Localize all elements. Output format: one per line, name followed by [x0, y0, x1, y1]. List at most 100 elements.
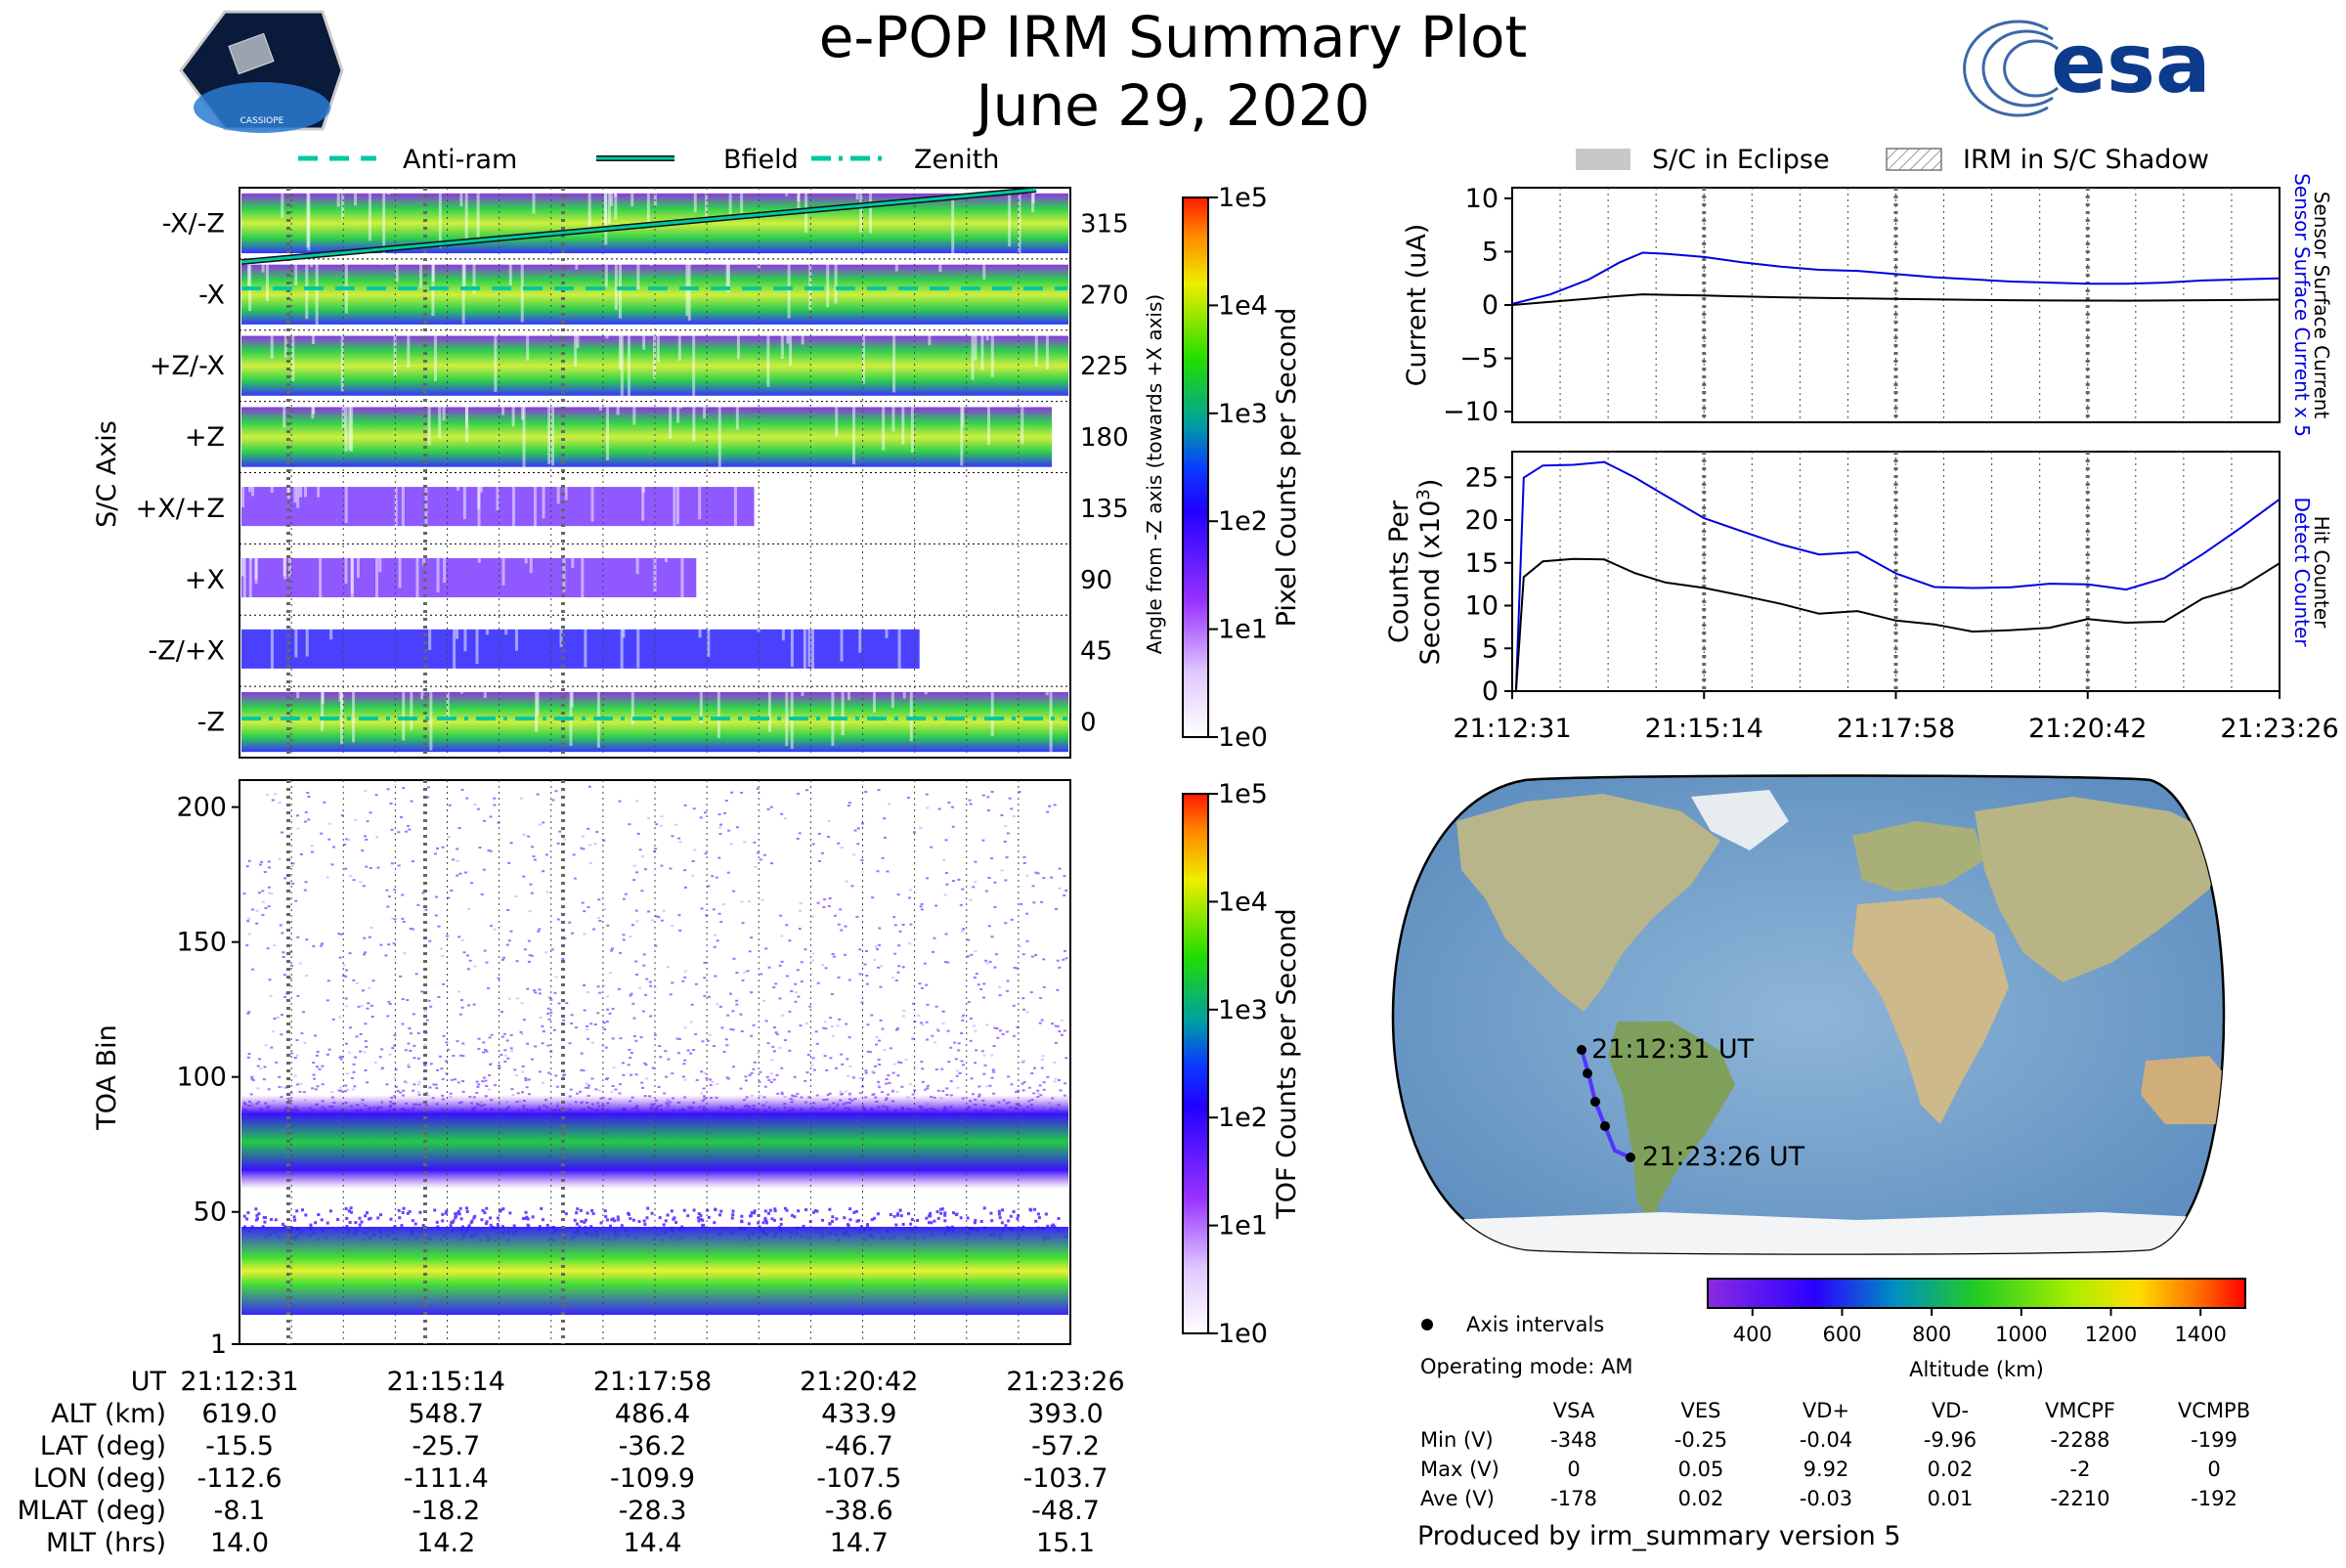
toa-speckle-dot — [551, 799, 554, 801]
toa-speckle-dot — [524, 1077, 527, 1079]
sc-row-gap — [606, 405, 609, 460]
toa-speckle-dot — [695, 983, 698, 985]
toa-speckle-dot — [812, 1057, 815, 1059]
ephemeris-value: -38.6 — [825, 1496, 893, 1526]
toa-speckle-dot — [998, 986, 1001, 988]
toa-speckle-dot — [326, 877, 329, 879]
toa-speckle-dot — [273, 1018, 276, 1020]
toa-speckle-dot — [523, 1019, 526, 1021]
toa-speckle-dot — [569, 1042, 572, 1044]
counts-ylabel-2: Second (x103) — [1413, 479, 1447, 666]
toa-speckle-dot — [1022, 1009, 1025, 1011]
sc-row-gap — [345, 476, 348, 523]
toa-gap-dot — [909, 1223, 912, 1226]
cassiope-logo: CASSIOPE — [181, 12, 342, 133]
toa-speckle-dot — [368, 987, 370, 989]
toa-speckle-dot — [835, 1067, 838, 1069]
ephemeris-value: -112.6 — [196, 1463, 282, 1494]
toa-speckle-dot — [905, 1059, 908, 1061]
toa-gap-dot — [358, 1217, 361, 1220]
sc-row-gap — [588, 192, 591, 227]
xtick-label: 21:23:26 — [2220, 714, 2338, 744]
voltage-row-label: Ave (V) — [1420, 1487, 1495, 1510]
toa-gap-dot — [293, 1215, 296, 1218]
sc-row-gap — [283, 476, 286, 485]
toa-speckle-dot — [884, 837, 887, 839]
toa-speckle-dot — [548, 1019, 551, 1021]
toa-speckle-dot — [845, 1090, 847, 1092]
toa-speckle-dot — [1014, 967, 1017, 969]
legend-bfield: Bfield — [723, 145, 799, 175]
toa-gap-dot — [955, 1213, 958, 1216]
toa-speckle-dot — [614, 1088, 617, 1090]
sc-row-gap — [791, 619, 794, 667]
toa-speckle-dot — [1055, 908, 1058, 910]
ephemeris-value: -111.4 — [404, 1463, 489, 1494]
cassiope-logo-text: CASSIOPE — [240, 116, 284, 126]
toa-speckle-dot — [349, 875, 352, 877]
toa-speckle-dot — [610, 950, 613, 952]
legend-zenith: Zenith — [914, 145, 999, 175]
toa-speckle-dot — [547, 1008, 550, 1010]
sc-row-gap — [599, 405, 602, 411]
toa-gap-dot — [967, 1216, 970, 1219]
toa-speckle-dot — [619, 801, 622, 803]
toa-speckle-dot — [725, 1038, 728, 1040]
toa-speckle-dot — [364, 1051, 367, 1053]
toa-speckle-dot — [704, 1072, 707, 1074]
toa-speckle-dot — [379, 1056, 382, 1058]
toa-speckle-dot — [908, 942, 911, 944]
toa-speckle-dot — [740, 900, 743, 902]
sc-row-gap — [980, 333, 983, 370]
toa-speckle-dot — [713, 908, 716, 910]
toa-gap-dot — [592, 1212, 595, 1215]
sc-row-gap — [352, 690, 355, 743]
toa-speckle-dot — [281, 932, 283, 934]
toa-speckle-dot — [435, 1087, 438, 1089]
toa-speckle-dot — [786, 975, 789, 977]
toa-speckle-dot — [282, 956, 285, 958]
toa-gap-dot — [828, 1222, 831, 1225]
toa-speckle-dot — [926, 1022, 929, 1024]
toa-speckle-dot — [1002, 1033, 1005, 1035]
toa-speckle-dot — [331, 863, 334, 865]
toa-speckle-dot — [828, 905, 831, 907]
toa-gap-dot — [815, 1210, 818, 1213]
altitude-tick-label: 1000 — [1995, 1323, 2047, 1346]
toa-speckle-dot — [877, 967, 880, 969]
toa-speckle-dot — [494, 929, 497, 931]
toa-speckle-dot — [546, 1013, 549, 1015]
toa-speckle-dot — [501, 959, 504, 961]
sc-row-gap — [676, 405, 679, 422]
toa-speckle-dot — [854, 830, 857, 832]
toa-speckle-dot — [346, 1072, 349, 1074]
toa-speckle-dot — [283, 996, 286, 998]
toa-gap-dot — [767, 1212, 770, 1215]
sc-row-gap — [961, 405, 964, 427]
toa-speckle-dot — [993, 1027, 996, 1029]
toa-speckle-dot — [970, 1040, 973, 1042]
toa-speckle-dot — [273, 944, 276, 946]
toa-speckle-dot — [563, 1073, 566, 1075]
toa-speckle-dot — [461, 1007, 464, 1009]
toa-speckle-dot — [526, 1043, 529, 1045]
toa-speckle-dot — [473, 965, 476, 967]
toa-speckle-dot — [781, 961, 784, 963]
toa-speckle-dot — [927, 1085, 930, 1087]
toa-speckle-dot — [875, 1036, 878, 1038]
toa-gap-dot — [1029, 1209, 1032, 1212]
toa-speckle-dot — [521, 1002, 524, 1004]
toa-speckle-dot — [990, 857, 993, 859]
toa-gap-dot — [459, 1207, 462, 1210]
toa-gap-dot — [617, 1215, 620, 1218]
toa-speckle-dot — [897, 944, 900, 946]
toa-speckle-dot — [815, 1030, 818, 1032]
sc-row-gap — [312, 405, 315, 414]
toa-speckle-dot — [934, 937, 936, 939]
toa-speckle-dot — [323, 802, 326, 804]
colorbar-tick-label: 1e4 — [1218, 887, 1268, 917]
toa-speckle-dot — [576, 1093, 579, 1095]
sc-row-gap — [1008, 192, 1011, 246]
toa-gap-dot — [1037, 1212, 1040, 1215]
ephemeris-value: 14.4 — [623, 1528, 681, 1558]
